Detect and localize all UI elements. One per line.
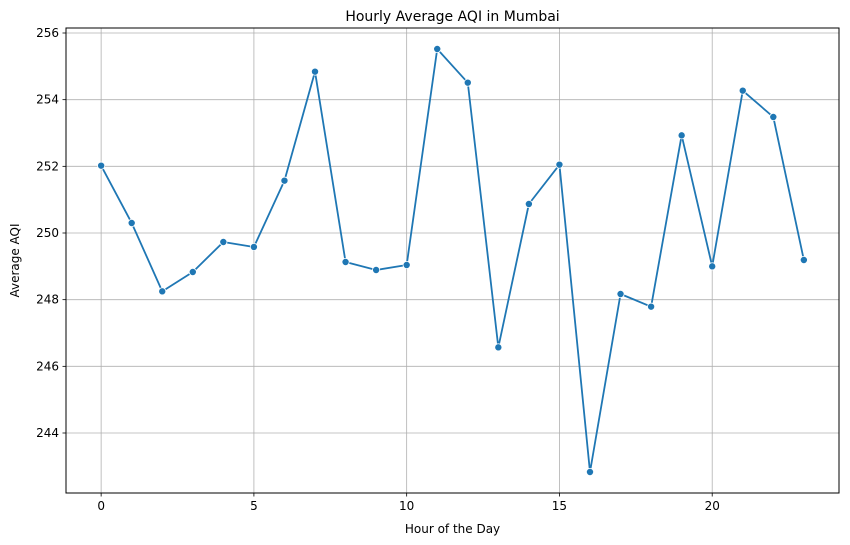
data-point — [372, 265, 381, 274]
axis-ticks: 0 5 10 15 20 244 246 248 250 252 254 256 — [36, 26, 720, 513]
x-tick-label: 0 — [97, 499, 105, 513]
data-point — [555, 160, 564, 169]
data-point — [524, 199, 533, 208]
data-point — [249, 242, 258, 251]
y-tick-label: 248 — [36, 293, 59, 307]
data-point — [219, 237, 228, 246]
y-tick-label: 254 — [36, 93, 59, 107]
data-point — [738, 86, 747, 95]
y-tick-label: 252 — [36, 159, 59, 173]
data-point — [463, 78, 472, 87]
data-point — [799, 255, 808, 264]
y-tick-label: 246 — [36, 359, 59, 373]
y-tick-label: 256 — [36, 26, 59, 40]
plot-area — [66, 28, 839, 493]
data-point — [708, 262, 717, 271]
chart-title: Hourly Average AQI in Mumbai — [345, 9, 559, 25]
data-point — [97, 161, 106, 170]
x-tick-label: 5 — [250, 499, 258, 513]
data-point — [311, 67, 320, 76]
series-layer — [97, 45, 808, 476]
data-point — [769, 113, 778, 122]
data-point — [494, 343, 503, 352]
data-point — [616, 289, 625, 298]
data-point — [188, 267, 197, 276]
data-point — [677, 131, 686, 140]
data-point — [402, 260, 411, 269]
plot-frame — [65, 27, 840, 494]
data-point — [585, 467, 594, 476]
x-tick-label: 10 — [399, 499, 414, 513]
series-line — [100, 48, 805, 473]
data-point — [341, 257, 350, 266]
x-tick-label: 15 — [552, 499, 567, 513]
x-axis-title: Hour of the Day — [405, 522, 500, 536]
y-tick-label: 244 — [36, 426, 59, 440]
data-point — [280, 176, 289, 185]
data-point — [158, 287, 167, 296]
y-tick-label: 250 — [36, 226, 59, 240]
y-axis-title: Average AQI — [8, 223, 22, 297]
data-point — [647, 302, 656, 311]
data-point — [127, 218, 136, 227]
data-point — [433, 45, 442, 54]
x-tick-label: 20 — [705, 499, 720, 513]
